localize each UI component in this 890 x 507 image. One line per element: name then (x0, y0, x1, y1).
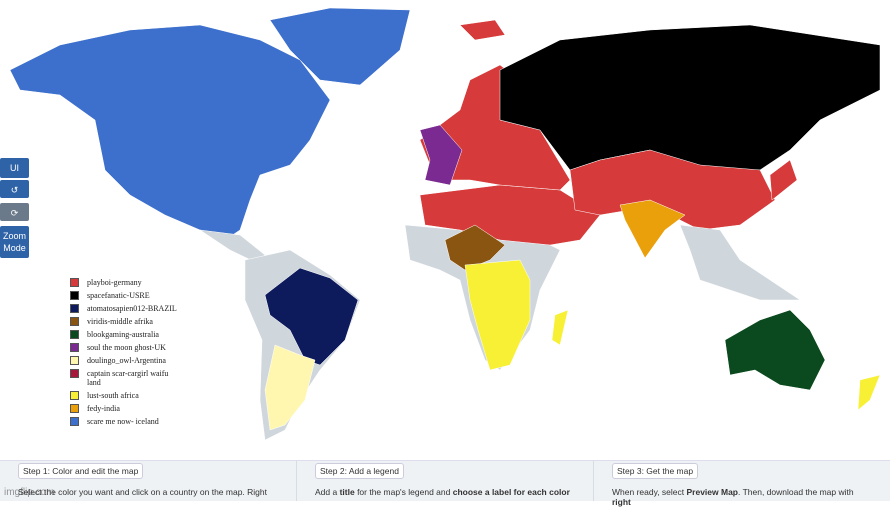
region[interactable] (444, 224, 506, 271)
step-body: When ready, select Preview Map. Then, do… (612, 487, 872, 507)
region[interactable] (264, 344, 316, 431)
legend-item: spacefanatic-USRE (70, 291, 180, 300)
legend-swatch (70, 330, 79, 339)
text: choose a label for each color (452, 487, 570, 497)
region[interactable] (569, 149, 776, 231)
legend-label: viridis-middle afrika (87, 317, 153, 326)
text: Add a (315, 487, 340, 497)
region[interactable] (551, 309, 569, 346)
step: Step 3: Get the map When ready, select P… (594, 461, 890, 507)
step-title[interactable]: Step 2: Add a legend (315, 463, 404, 479)
text: Select the color you want and click on a… (18, 487, 267, 497)
step-title[interactable]: Step 1: Color and edit the map (18, 463, 144, 479)
region[interactable] (619, 199, 686, 259)
step-body: Select the color you want and click on a… (18, 487, 278, 497)
legend-swatch (70, 417, 79, 426)
legend-swatch (70, 291, 79, 300)
text: title (339, 487, 355, 497)
legend-item: lust-south africa (70, 391, 180, 400)
legend-label: blookgaming-australia (87, 330, 159, 339)
legend-label: lust-south africa (87, 391, 139, 400)
region[interactable] (419, 124, 463, 186)
legend-swatch (70, 304, 79, 313)
legend-swatch (70, 278, 79, 287)
region[interactable] (769, 159, 798, 201)
reset-button[interactable]: ⟳ (0, 203, 29, 221)
text: for the map's legend and (354, 487, 453, 497)
legend-label: doulingo_owl-Argentina (87, 356, 166, 365)
text: right (612, 497, 631, 507)
legend-item: viridis-middle afrika (70, 317, 180, 326)
undo-button[interactable]: ↺ (0, 180, 29, 198)
region[interactable] (857, 374, 881, 411)
legend-swatch (70, 317, 79, 326)
legend-item: scare me now- iceland (70, 417, 180, 426)
region[interactable] (269, 7, 411, 86)
text: When ready, select (612, 487, 687, 497)
legend-item: soul the moon ghost-UK (70, 343, 180, 352)
legend-swatch (70, 391, 79, 400)
text: Preview Map (686, 487, 739, 497)
step-title[interactable]: Step 3: Get the map (612, 463, 699, 479)
legend-item: doulingo_owl-Argentina (70, 356, 180, 365)
legend-label: fedy-india (87, 404, 120, 413)
legend-item: fedy-india (70, 404, 180, 413)
legend-item: playboi-germany (70, 278, 180, 287)
text: . Then, download the map with (738, 487, 854, 497)
step: Step 1: Color and edit the map Select th… (0, 461, 297, 501)
zoom-button[interactable]: Zoom Mode (0, 226, 29, 258)
legend-swatch (70, 369, 79, 378)
region[interactable] (679, 224, 801, 301)
step: Step 2: Add a legend Add a title for the… (297, 461, 594, 501)
legend-label: soul the moon ghost-UK (87, 343, 166, 352)
instructions-panel: Step 1: Color and edit the map Select th… (0, 460, 890, 507)
legend-item: captain scar-cargirl waifu land (70, 369, 180, 387)
legend-label: scare me now- iceland (87, 417, 159, 426)
region[interactable] (499, 24, 881, 171)
region[interactable] (264, 267, 359, 366)
region[interactable] (724, 309, 826, 391)
legend: playboi-germany spacefanatic-USRE atomatos… (70, 278, 180, 430)
region[interactable] (459, 19, 506, 41)
legend-label: atomatosapien012-BRAZIL (87, 304, 177, 313)
legend-swatch (70, 404, 79, 413)
legend-swatch (70, 356, 79, 365)
legend-swatch (70, 343, 79, 352)
world-map (9, 7, 881, 440)
region[interactable] (9, 24, 331, 241)
step-body: Add a title for the map's legend and cho… (315, 487, 575, 497)
legend-label: playboi-germany (87, 278, 142, 287)
legend-label: captain scar-cargirl waifu land (87, 369, 169, 387)
legend-item: atomatosapien012-BRAZIL (70, 304, 180, 313)
watermark: imgflip.com (4, 487, 55, 498)
region[interactable] (464, 259, 531, 371)
legend-item: blookgaming-australia (70, 330, 180, 339)
ui-button[interactable]: UI (0, 158, 29, 178)
legend-label: spacefanatic-USRE (87, 291, 150, 300)
